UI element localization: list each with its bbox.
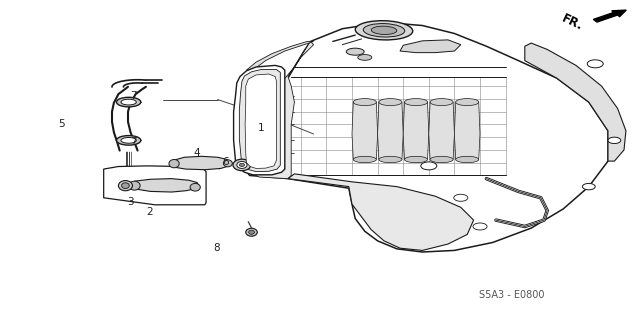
Text: 2: 2 xyxy=(147,207,153,217)
Text: 7: 7 xyxy=(130,137,136,147)
Text: 1: 1 xyxy=(258,122,264,133)
Ellipse shape xyxy=(116,97,141,107)
Text: 5: 5 xyxy=(58,119,65,130)
Ellipse shape xyxy=(456,156,479,163)
Ellipse shape xyxy=(473,223,487,230)
Polygon shape xyxy=(403,102,429,160)
Text: 6: 6 xyxy=(222,157,228,167)
Polygon shape xyxy=(352,102,378,160)
Ellipse shape xyxy=(355,21,413,40)
Ellipse shape xyxy=(121,99,136,105)
Ellipse shape xyxy=(379,156,402,163)
Ellipse shape xyxy=(237,161,247,168)
Ellipse shape xyxy=(246,228,257,236)
FancyArrow shape xyxy=(593,10,626,22)
Ellipse shape xyxy=(248,230,255,234)
Text: 7: 7 xyxy=(130,91,136,101)
Ellipse shape xyxy=(430,156,453,163)
Ellipse shape xyxy=(456,99,479,106)
Polygon shape xyxy=(134,179,198,192)
Ellipse shape xyxy=(353,156,376,163)
Polygon shape xyxy=(104,166,206,205)
Ellipse shape xyxy=(121,137,136,143)
Ellipse shape xyxy=(608,137,621,144)
Ellipse shape xyxy=(379,99,402,106)
Polygon shape xyxy=(248,41,314,179)
Ellipse shape xyxy=(190,183,200,191)
Text: S5A3 - E0800: S5A3 - E0800 xyxy=(479,290,545,300)
Text: 8: 8 xyxy=(213,243,220,253)
Polygon shape xyxy=(246,41,314,70)
Text: 4: 4 xyxy=(194,148,200,158)
Ellipse shape xyxy=(358,55,372,60)
Ellipse shape xyxy=(122,183,129,189)
Ellipse shape xyxy=(404,99,428,106)
Ellipse shape xyxy=(118,181,132,191)
Polygon shape xyxy=(245,74,276,168)
Text: 3: 3 xyxy=(127,197,134,207)
Polygon shape xyxy=(234,65,285,175)
Polygon shape xyxy=(240,22,608,252)
Ellipse shape xyxy=(239,163,244,167)
Ellipse shape xyxy=(116,136,141,145)
Ellipse shape xyxy=(364,24,404,37)
Polygon shape xyxy=(400,40,461,53)
Ellipse shape xyxy=(223,160,232,167)
Ellipse shape xyxy=(233,159,251,171)
Polygon shape xyxy=(378,102,403,160)
Polygon shape xyxy=(454,102,480,160)
Ellipse shape xyxy=(588,60,604,68)
Ellipse shape xyxy=(454,194,468,201)
Ellipse shape xyxy=(353,99,376,106)
Ellipse shape xyxy=(421,162,437,170)
Polygon shape xyxy=(174,156,230,170)
Ellipse shape xyxy=(346,48,364,55)
Ellipse shape xyxy=(404,156,428,163)
Ellipse shape xyxy=(430,99,453,106)
Ellipse shape xyxy=(129,181,140,190)
Polygon shape xyxy=(429,102,454,160)
Ellipse shape xyxy=(371,26,397,34)
Text: FR.: FR. xyxy=(560,12,586,33)
Polygon shape xyxy=(288,174,474,250)
Polygon shape xyxy=(525,43,626,161)
Ellipse shape xyxy=(169,160,179,168)
Polygon shape xyxy=(239,70,280,172)
Ellipse shape xyxy=(582,183,595,190)
